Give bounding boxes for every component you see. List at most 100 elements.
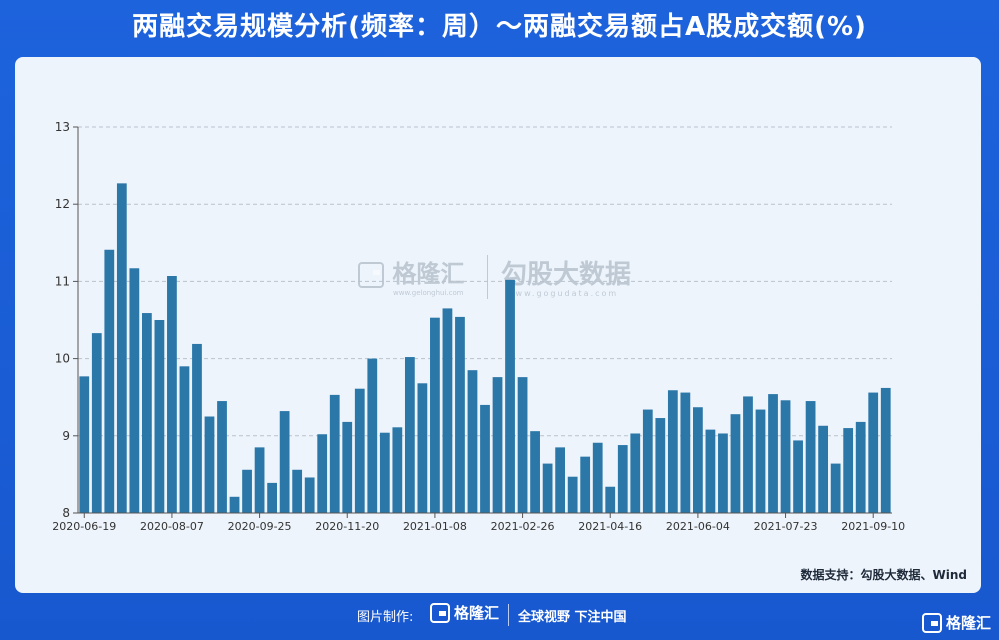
bar xyxy=(743,396,753,513)
bar xyxy=(830,463,841,513)
bar xyxy=(530,431,540,513)
bar xyxy=(868,392,879,513)
bar xyxy=(705,429,716,513)
bar xyxy=(655,418,666,513)
bar xyxy=(267,482,277,513)
bar xyxy=(455,316,465,513)
bar xyxy=(342,421,353,513)
bar xyxy=(141,313,152,513)
watermark-brand2-url: www.gogudata.com xyxy=(507,289,619,298)
bar xyxy=(354,388,365,513)
bar xyxy=(229,496,240,513)
chart-panel: 格隆汇 www.gelonghui.com 勾股大数据 www.gogudata… xyxy=(15,57,981,593)
data-source: 数据支持：勾股大数据、Wind xyxy=(800,568,967,582)
bar xyxy=(492,377,503,513)
bar xyxy=(768,394,778,513)
x-tick-label: 2021-06-04 xyxy=(666,520,730,533)
bar xyxy=(843,428,854,513)
bar xyxy=(505,279,515,513)
watermark-divider xyxy=(487,255,488,299)
bar xyxy=(167,275,177,513)
bar xyxy=(104,249,115,514)
bar xyxy=(780,400,791,513)
bar xyxy=(805,401,816,513)
bar xyxy=(129,268,140,513)
bar xyxy=(517,377,528,513)
bar xyxy=(605,486,616,513)
bar xyxy=(555,447,566,513)
bar xyxy=(592,442,603,513)
bar xyxy=(567,476,578,513)
x-tick-label: 2021-02-26 xyxy=(491,520,555,533)
bar xyxy=(417,383,428,513)
watermark-brand1: 格隆汇 xyxy=(392,260,465,288)
bar xyxy=(317,434,328,513)
x-tick-label: 2020-08-07 xyxy=(140,520,204,533)
x-tick-label: 2021-04-16 xyxy=(578,520,642,533)
bar xyxy=(667,390,678,513)
x-tick-label: 2021-01-08 xyxy=(403,520,467,533)
y-tick-label: 10 xyxy=(55,352,70,366)
bar xyxy=(680,392,691,513)
bar xyxy=(855,421,866,513)
y-tick-label: 8 xyxy=(62,506,70,520)
bar xyxy=(617,445,628,513)
x-tick-label: 2020-06-19 xyxy=(52,520,116,533)
bar xyxy=(818,425,829,513)
gelonghui-logo-icon xyxy=(430,602,450,623)
bar xyxy=(430,317,440,513)
bar xyxy=(693,407,703,513)
bar xyxy=(329,394,340,513)
gelonghui-logo-icon xyxy=(358,262,384,288)
bar xyxy=(542,463,553,513)
bar xyxy=(91,333,102,513)
bar xyxy=(392,427,403,513)
watermark-brand2: 勾股大数据 xyxy=(501,260,632,290)
bar xyxy=(204,416,215,513)
watermark-logo-gelonghui: 格隆汇 xyxy=(358,254,464,289)
bar xyxy=(367,358,378,513)
bar xyxy=(79,376,90,513)
y-tick-label: 11 xyxy=(55,274,70,288)
bar xyxy=(304,477,315,513)
bar xyxy=(880,387,891,513)
footer-slogan: 全球视野 下注中国 xyxy=(518,610,627,625)
y-tick-label: 9 xyxy=(62,429,70,443)
corner-brand: 格隆汇 xyxy=(921,612,991,633)
x-tick-label: 2021-09-10 xyxy=(841,520,905,533)
bar xyxy=(630,433,641,513)
y-tick-label: 13 xyxy=(55,120,70,134)
bar xyxy=(292,469,303,513)
made-by-label: 图片制作: xyxy=(357,610,414,625)
x-tick-label: 2020-09-25 xyxy=(228,520,292,533)
footer-brand-text: 格隆汇 xyxy=(454,604,500,622)
footer-brand: 格隆汇 xyxy=(430,602,499,623)
footer-divider xyxy=(508,604,509,626)
gelonghui-logo-icon xyxy=(921,612,942,633)
bar xyxy=(580,456,591,513)
bar xyxy=(404,357,415,513)
footer: 图片制作: 格隆汇 全球视野 下注中国 格隆汇 xyxy=(0,600,999,640)
bar xyxy=(442,308,453,513)
bar xyxy=(718,433,728,513)
bar-chart: 8 9 10 11 12 13 2020-06-19 2020-08-07 2020-09-25… xyxy=(52,120,905,533)
bar xyxy=(154,320,165,513)
x-tick-label: 2020-11-20 xyxy=(315,520,379,533)
bar xyxy=(467,370,478,513)
bar xyxy=(116,183,127,513)
bar xyxy=(242,469,252,513)
bar xyxy=(730,414,741,513)
bar xyxy=(254,447,265,513)
bar xyxy=(755,409,766,513)
bar xyxy=(379,432,390,513)
bar xyxy=(192,343,202,513)
bar xyxy=(217,401,227,513)
bar xyxy=(793,440,803,513)
y-tick-label: 12 xyxy=(55,197,70,211)
x-tick-label: 2021-07-23 xyxy=(754,520,818,533)
bar xyxy=(279,411,290,513)
page-title: 两融交易规模分析(频率：周）～两融交易额占A股成交额(%) xyxy=(132,12,867,42)
bar xyxy=(179,366,190,513)
watermark-brand1-url: www.gelonghui.com xyxy=(393,289,464,297)
bar xyxy=(642,409,653,513)
